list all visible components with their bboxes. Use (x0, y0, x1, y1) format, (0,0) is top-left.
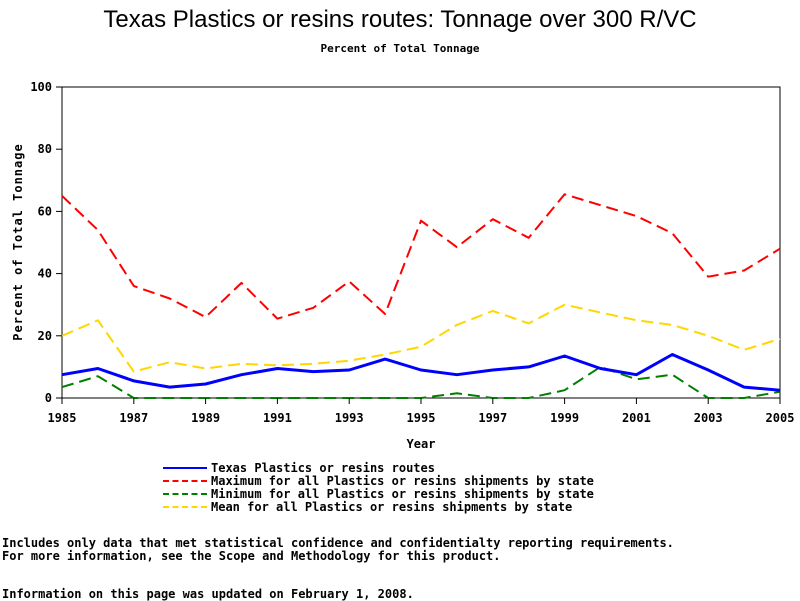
x-tick-label: 2001 (622, 411, 651, 425)
x-tick-label: 1997 (478, 411, 507, 425)
plot-frame (61, 86, 781, 399)
series-line-3 (61, 303, 781, 373)
y-axis: 0 20 40 60 80 100 (30, 80, 62, 405)
chart-title: Texas Plastics or resins routes: Tonnage… (103, 6, 697, 33)
legend-swatch (163, 492, 207, 495)
footnote-methodology: For more information, see the Scope and … (2, 549, 501, 563)
legend-swatch (163, 479, 207, 482)
series-line-0 (61, 353, 781, 392)
legend: Texas Plastics or resins routes Maximum f… (163, 460, 594, 514)
y-tick-label: 20 (38, 329, 52, 343)
x-tick-label: 2003 (694, 411, 723, 425)
y-tick-label: 80 (38, 142, 52, 156)
footnote-updated: Information on this page was updated on … (2, 587, 414, 601)
x-tick-label: 1993 (335, 411, 364, 425)
x-tick-label: 1995 (407, 411, 436, 425)
footnote-confidentiality: Includes only data that met statistical … (2, 536, 674, 550)
legend-item: Mean for all Plastics or resins shipment… (163, 499, 594, 514)
x-tick-label: 1987 (119, 411, 148, 425)
y-tick-label: 0 (45, 391, 52, 405)
chart-subtitle: Percent of Total Tonnage (320, 42, 480, 55)
series-layer (61, 193, 781, 399)
legend-item: Texas Plastics or resins routes (163, 460, 594, 475)
y-tick-label: 100 (30, 80, 52, 94)
y-tick-label: 40 (38, 267, 52, 281)
legend-label: Maximum for all Plastics or resins shipm… (211, 473, 594, 488)
x-tick-label: 2005 (766, 411, 795, 425)
x-axis-title: Year (407, 437, 436, 451)
x-tick-label: 1991 (263, 411, 292, 425)
x-axis: 1985 1987 1989 1991 1993 1995 1997 1999 2001 2003… (48, 398, 795, 425)
legend-item: Minimum for all Plastics or resins shipm… (163, 486, 594, 501)
x-tick-label: 1999 (550, 411, 579, 425)
series-line-2 (61, 365, 781, 399)
y-axis-title: Percent of Total Tonnage (11, 143, 25, 340)
x-tick-label: 1989 (191, 411, 220, 425)
legend-label: Mean for all Plastics or resins shipment… (211, 499, 573, 514)
series-line-1 (61, 193, 781, 320)
x-tick-label: 1985 (48, 411, 77, 425)
y-tick-label: 60 (38, 204, 52, 218)
legend-swatch (163, 466, 207, 469)
legend-item: Maximum for all Plastics or resins shipm… (163, 473, 594, 488)
legend-label: Texas Plastics or resins routes (211, 460, 435, 475)
legend-label: Minimum for all Plastics or resins shipm… (211, 486, 594, 501)
legend-swatch (163, 505, 207, 508)
